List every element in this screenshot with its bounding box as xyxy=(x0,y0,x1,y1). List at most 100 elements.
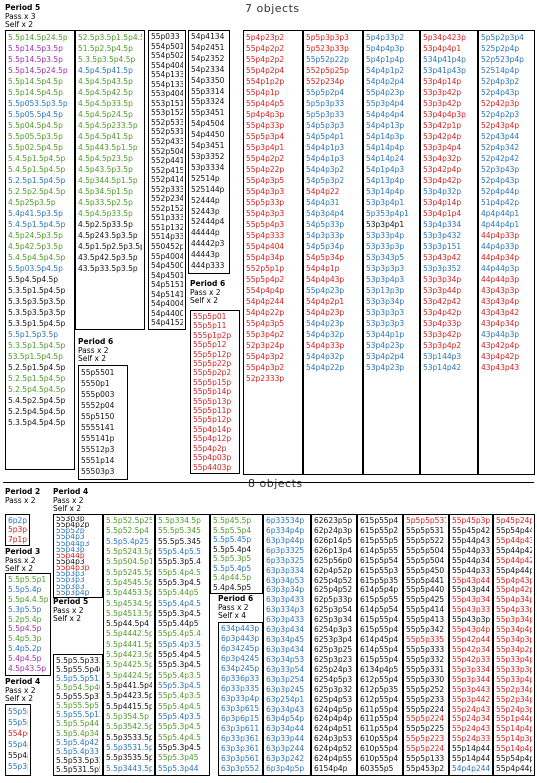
entry: 553p3p xyxy=(56,516,85,523)
entry: 612p55p4 xyxy=(360,674,399,684)
entry: 55p4p2p2 xyxy=(246,55,285,64)
entry: 55p4p03p xyxy=(193,453,232,463)
entry: 55p4p2 xyxy=(8,740,28,749)
label-line: Period 6 xyxy=(190,279,226,288)
entry: 51.5p2.5p4.5p xyxy=(78,44,133,53)
entry: 55p44p42 xyxy=(496,555,532,565)
entry: 54p4p244 xyxy=(452,764,490,774)
entry: 5.5p52.5p4 xyxy=(106,526,149,536)
entry: 610p55p4 xyxy=(360,754,399,764)
entry: 63p34p45 xyxy=(266,635,305,645)
entry-box: 6p33534p 6p334p4p 63p3p44p 6p3p3325 6p33p325… xyxy=(263,514,311,776)
entry: 4.5p4.5p233.5p xyxy=(78,121,138,130)
entry: 55p5.3p4.5 xyxy=(158,681,201,690)
entry: 5.5p04.5p4.5p xyxy=(8,121,63,130)
entry: 552p531 xyxy=(151,127,183,137)
entry: 55p4p3p3 xyxy=(246,187,285,196)
entry: 55p4p3p5 xyxy=(246,319,285,328)
entry: 53p3334 xyxy=(191,162,225,172)
entry: 6p336p33 xyxy=(221,674,260,683)
entry: 624p4p5p xyxy=(314,704,353,714)
entry: 53p43p42 xyxy=(423,253,462,262)
entry: 5.5p4441.5p xyxy=(106,639,152,649)
entry: 55p24p33 xyxy=(452,734,490,744)
entry: 55p3p442 xyxy=(452,694,490,704)
entry: 55p5.3p44 xyxy=(158,763,199,773)
entry: 525p2p4p xyxy=(481,44,520,53)
entry: 6p334p4p xyxy=(266,525,305,535)
entry: 5.2.5p1.5p4.5p xyxy=(8,176,66,185)
entry: 55.5p5.345 xyxy=(158,526,201,536)
entry: 54p4134 xyxy=(191,32,225,41)
entry: 53p42p42 xyxy=(423,297,462,306)
entry: 63p3p615 xyxy=(221,704,260,713)
entry: 552p5p1p xyxy=(246,264,285,273)
entry: 62p24p3p xyxy=(314,525,353,535)
entry: 5.5p44.5p4 xyxy=(106,619,149,629)
entry: 554p501 xyxy=(151,41,183,51)
entry: 62p4p52p xyxy=(314,565,353,575)
entry: 5.5p54.5p40 xyxy=(56,683,100,693)
entry: 54p4500 xyxy=(151,261,183,271)
entry: 53p3p3p3 xyxy=(366,308,405,317)
entry: 53p3p4p4 xyxy=(423,143,462,152)
entry: 63p34p44 xyxy=(266,724,305,734)
entry: 55p5p2p2 xyxy=(193,368,232,378)
entry: 5.5p4534.5p xyxy=(106,598,152,608)
entry: 552p234 xyxy=(151,194,183,204)
entry: 55p3p34p xyxy=(496,615,532,625)
entry: 5.5p5.4p34 xyxy=(56,728,99,738)
entry: 5.3.5p1.5p4.5p xyxy=(8,286,66,295)
entry: 53p4p4p3p xyxy=(423,110,466,119)
entry: 5.5p4423.5p xyxy=(106,650,152,660)
entry: 54p2352 xyxy=(191,53,225,63)
entry: 626p14p5 xyxy=(314,535,353,545)
entry: 5.5p4.5p4.5p xyxy=(8,275,59,284)
entry: 63p33p4p xyxy=(221,694,260,703)
entry: 54p5141 xyxy=(151,289,183,299)
entry: 53p3p4p1 xyxy=(366,198,405,207)
entry: 55p4p2p xyxy=(193,443,227,453)
entry: 55p5p233 xyxy=(406,694,445,704)
entry: 55p4p34p xyxy=(496,595,532,605)
entry: 55p5p11 xyxy=(193,321,227,331)
entry: 53p3p151 xyxy=(423,242,462,251)
entry: 55p5.3p4.5 xyxy=(158,660,201,670)
label-line: Period 5 xyxy=(5,3,41,12)
label-line: Pass x 2 xyxy=(5,685,36,695)
entry: 555141p xyxy=(81,434,115,443)
entry: 52p4p3p2 xyxy=(481,77,520,86)
entry: 55p2p34p xyxy=(496,684,532,694)
entry: 55p5.3p5.4 xyxy=(158,557,201,567)
entry: 55503p3 xyxy=(81,467,115,476)
entry: 55p5p13p xyxy=(193,396,232,406)
entry: 6154p4p xyxy=(314,764,348,774)
entry: 615p55p3 xyxy=(360,565,399,575)
entry: 55p3451 xyxy=(191,108,225,118)
entry: 54p4p23p xyxy=(306,319,345,328)
entry: 5.5p14.5p4.5p xyxy=(8,77,63,86)
entry: 55p5p504 xyxy=(406,555,445,565)
entry: 55p5p224 xyxy=(406,704,445,714)
entry: 53p343p5 xyxy=(366,253,405,262)
entry: 55p3314 xyxy=(191,86,225,96)
entry: 54p4p22p xyxy=(306,363,345,372)
entry: 5.5p02.5p4.5p xyxy=(8,143,63,152)
entry: 5.4.5p4.5p4.5p xyxy=(8,253,66,262)
entry: 55p5p2p4 xyxy=(306,88,345,97)
entry: 5.5p053.5p3.5p xyxy=(8,99,68,108)
entry: 44442p3 xyxy=(191,239,225,249)
entry: 53p3p34p xyxy=(423,275,462,284)
entry: 53p33p3p xyxy=(366,242,405,251)
separator xyxy=(3,482,534,483)
entry: 55p5p1 xyxy=(8,707,28,716)
entry: 54p3350 xyxy=(191,75,225,85)
entry: 5.5p14.5p24.5p xyxy=(8,66,68,75)
entry: 5.5p334.5p xyxy=(158,516,201,525)
entry: 4.5p33.5p2.5p xyxy=(78,198,133,207)
entry: 54p4450 xyxy=(191,130,225,140)
entry: 551p132 xyxy=(151,222,183,232)
entry: 55p5p335 xyxy=(406,635,445,645)
entry: 55p34p4p xyxy=(496,625,532,635)
entry: 55p24p3p xyxy=(496,704,532,714)
